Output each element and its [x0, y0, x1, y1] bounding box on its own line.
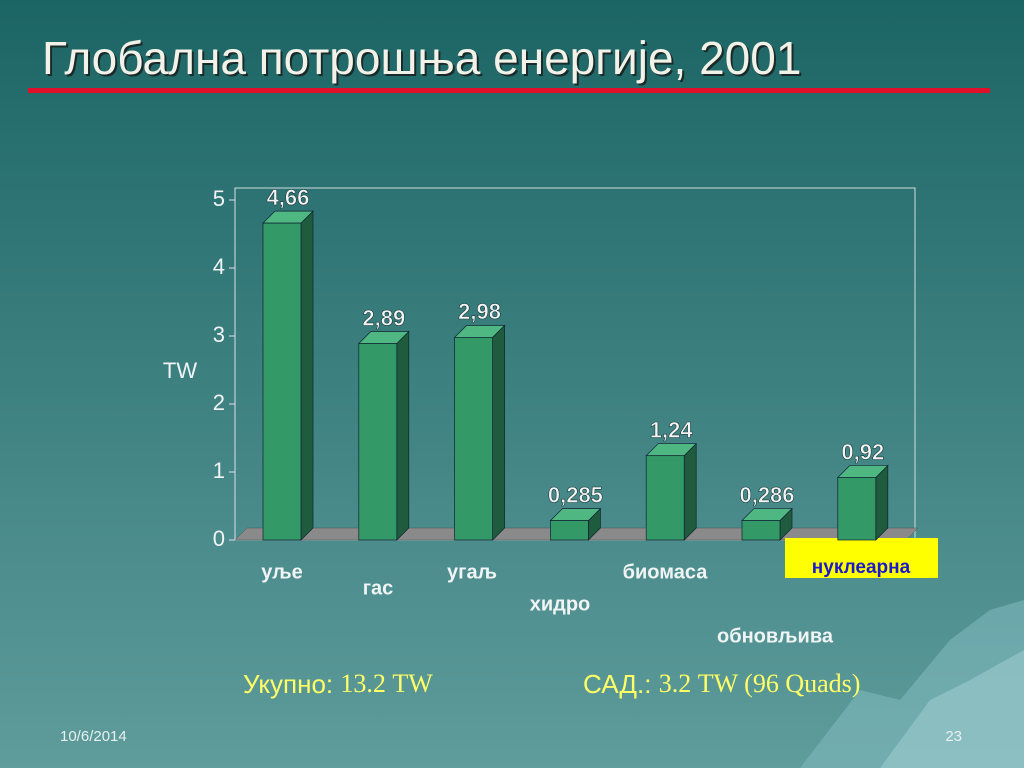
y-tick-label: 1 [213, 458, 225, 483]
date: 10/6/2014 [60, 728, 127, 745]
bar [837, 477, 877, 541]
y-axis-label: TW [163, 358, 197, 383]
bar-side [683, 442, 697, 541]
usa: САД.: 3.2 TW (96 Quads) [583, 669, 860, 699]
value-label: 0,92 [841, 439, 884, 464]
mountain-decoration [880, 650, 1024, 768]
x-tick-label: биомаса [623, 561, 709, 583]
total: Укупно: 13.2 TW [243, 669, 433, 699]
x-tick-label: хидро [530, 593, 591, 615]
title: Глобална потрошња енергије, 2001 [42, 32, 801, 84]
value-label: 0,286 [739, 482, 794, 507]
y-tick-label: 4 [213, 254, 225, 279]
total-value: 13.2 TW [340, 669, 433, 698]
value-label: 2,89 [362, 305, 405, 330]
value-label: 4,66 [267, 185, 310, 210]
x-tick-label: уље [261, 561, 303, 583]
bar [741, 520, 781, 541]
bar [358, 343, 398, 541]
value-label: 1,24 [650, 417, 694, 442]
bar-side [396, 330, 410, 541]
x-tick-label: угаљ [447, 561, 497, 583]
page-number: 23 [945, 728, 962, 745]
bar-side [875, 464, 889, 541]
bar [454, 337, 493, 541]
bar-side [492, 324, 505, 541]
usa-label: САД.: [583, 669, 651, 699]
value-label: 2,98 [458, 299, 501, 324]
title-shadow: Глобална потрошња енергије, 2001 [44, 34, 803, 86]
bar [262, 222, 302, 541]
bar-side [300, 210, 314, 541]
bar [645, 455, 685, 541]
y-tick-label: 2 [213, 390, 225, 415]
x-tick-label: нуклеарна [812, 557, 911, 578]
bar [550, 520, 589, 541]
title-underline [28, 88, 990, 93]
usa-value: 3.2 TW (96 Quads) [659, 669, 861, 698]
total-label: Укупно: [243, 669, 333, 699]
y-tick-label: 0 [213, 526, 225, 551]
highlight-box [785, 538, 938, 578]
y-tick-label: 3 [213, 322, 225, 347]
x-tick-label: обновљива [717, 625, 834, 647]
x-tick-label: гас [363, 577, 394, 599]
value-label: 0,285 [548, 482, 603, 507]
y-tick-label: 5 [213, 186, 225, 211]
